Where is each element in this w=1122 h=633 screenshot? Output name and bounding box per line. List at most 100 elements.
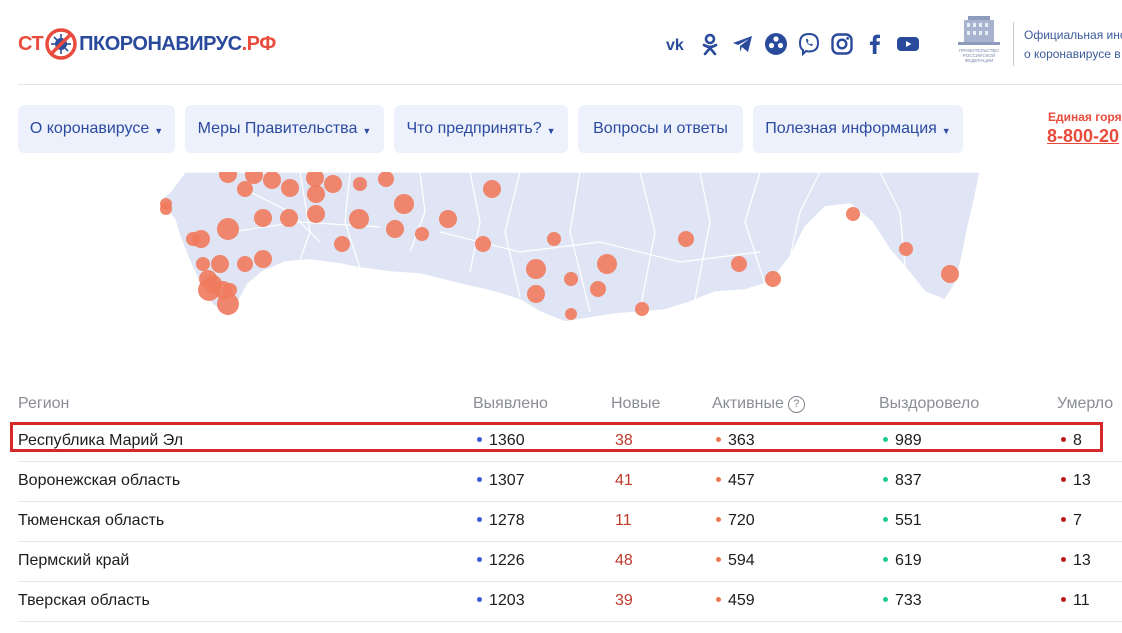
site-logo[interactable]: СТ ПКОРОНАВИРУС .РФ — [18, 27, 276, 61]
map-bubble[interactable] — [306, 172, 324, 187]
telegram-icon[interactable] — [730, 31, 756, 57]
map-bubble[interactable] — [263, 172, 281, 189]
map-bubble[interactable] — [217, 218, 239, 240]
map-bubble[interactable] — [324, 175, 342, 193]
map-bubble[interactable] — [565, 308, 577, 320]
column-header-deaths[interactable]: Умерло — [1057, 395, 1114, 412]
map-bubble[interactable] — [635, 302, 649, 316]
nav-label: О коронавирусе — [29, 120, 150, 137]
map-bubble[interactable] — [254, 209, 272, 227]
map-bubble[interactable] — [439, 210, 457, 228]
cell-region-value: Тюменская область — [18, 512, 165, 529]
map-bubble[interactable] — [527, 285, 545, 303]
infection-map[interactable] — [0, 172, 1122, 347]
map-bubble[interactable] — [564, 272, 578, 286]
column-header-recovered[interactable]: Выздоровело — [879, 395, 980, 412]
status-dot-icon — [883, 477, 888, 482]
vk-icon[interactable]: vk — [664, 31, 690, 57]
map-bubble[interactable] — [281, 179, 299, 197]
table-row[interactable]: Тверская область 1203 39 459 733 11 — [18, 582, 1122, 622]
cell-detected-value: 1360 — [489, 432, 525, 449]
status-dot-icon — [883, 437, 888, 442]
map-bubble[interactable] — [254, 250, 272, 268]
map-bubble[interactable] — [386, 220, 404, 238]
map-bubble[interactable] — [192, 230, 210, 248]
map-bubble[interactable] — [280, 209, 298, 227]
map-bubble[interactable] — [597, 254, 617, 274]
map-bubble[interactable] — [483, 180, 501, 198]
cell-recovered: 733 — [883, 592, 922, 610]
column-header-region[interactable]: Регион — [18, 395, 70, 412]
cell-deaths-value: 7 — [1073, 512, 1082, 529]
nav-useful-info[interactable]: Полезная информация ▼ — [753, 105, 963, 153]
viber-icon[interactable] — [763, 31, 789, 57]
header-divider — [1013, 22, 1014, 66]
cell-new: 38 — [615, 432, 633, 450]
map-bubble[interactable] — [731, 256, 747, 272]
cell-region: Тверская область — [18, 592, 150, 610]
map-bubble[interactable] — [237, 256, 253, 272]
map-bubble[interactable] — [526, 259, 546, 279]
cell-deaths: 7 — [1061, 512, 1082, 530]
map-bubble[interactable] — [198, 279, 220, 301]
cell-deaths-value: 13 — [1073, 552, 1091, 569]
status-dot-icon — [716, 517, 721, 522]
chevron-down-icon: ▼ — [154, 126, 164, 136]
cell-detected-value: 1226 — [489, 552, 525, 569]
youtube-icon[interactable] — [895, 31, 921, 57]
site-header: СТ ПКОРОНАВИРУС .РФ vk — [0, 0, 1122, 85]
map-bubble[interactable] — [547, 232, 561, 246]
map-bubble[interactable] — [334, 236, 350, 252]
map-bubble[interactable] — [307, 185, 325, 203]
status-dot-icon — [883, 597, 888, 602]
cell-deaths-value: 11 — [1073, 592, 1090, 609]
column-header-active[interactable]: Активные? — [712, 395, 805, 413]
map-russia-land — [158, 172, 981, 323]
chevron-down-icon: ▼ — [941, 126, 951, 136]
status-dot-icon — [1061, 517, 1066, 522]
map-bubble[interactable] — [211, 255, 229, 273]
map-bubble[interactable] — [160, 203, 172, 215]
map-bubble[interactable] — [307, 205, 325, 223]
svg-text:ПРАВИТЕЛЬСТВО: ПРАВИТЕЛЬСТВО — [959, 48, 999, 53]
map-bubble[interactable] — [590, 281, 606, 297]
map-bubble[interactable] — [378, 172, 394, 187]
map-bubble[interactable] — [353, 177, 367, 191]
map-bubble[interactable] — [394, 194, 414, 214]
map-bubble[interactable] — [237, 181, 253, 197]
nav-about-coronavirus[interactable]: О коронавирусе ▼ — [18, 105, 175, 153]
cell-deaths: 8 — [1061, 432, 1082, 450]
nav-faq[interactable]: Вопросы и ответы — [578, 105, 743, 153]
map-bubble[interactable] — [219, 172, 237, 183]
table-row[interactable]: Республика Марий Эл 1360 38 363 989 8 — [18, 422, 1122, 462]
map-bubble[interactable] — [765, 271, 781, 287]
cell-deaths: 13 — [1061, 472, 1091, 490]
viber-icon[interactable] — [796, 31, 822, 57]
help-icon[interactable]: ? — [787, 396, 805, 413]
map-bubble[interactable] — [245, 172, 263, 184]
map-bubble[interactable] — [899, 242, 913, 256]
column-header-detected[interactable]: Выявлено — [473, 395, 548, 412]
odnoklassniki-icon[interactable] — [697, 31, 723, 57]
table-row[interactable]: Пермский край 1226 48 594 619 13 — [18, 542, 1122, 582]
map-bubble[interactable] — [349, 209, 369, 229]
map-bubble[interactable] — [846, 207, 860, 221]
map-bubble[interactable] — [196, 257, 210, 271]
map-bubble[interactable] — [415, 227, 429, 241]
hotline-phone-link[interactable]: 8-800-20 — [1047, 126, 1120, 146]
map-bubble[interactable] — [217, 293, 239, 315]
table-row[interactable]: Тюменская область 1278 11 720 551 7 — [18, 502, 1122, 542]
facebook-icon[interactable] — [862, 31, 888, 57]
map-bubble[interactable] — [475, 236, 491, 252]
instagram-icon[interactable] — [829, 31, 855, 57]
table-row[interactable]: Воронежская область 1307 41 457 837 13 — [18, 462, 1122, 502]
column-header-new[interactable]: Новые — [611, 395, 661, 412]
nav-what-to-do[interactable]: Что предпринять? ▼ — [394, 105, 568, 153]
map-bubble[interactable] — [941, 265, 959, 283]
gov-info-text[interactable]: Официальная инс о коронавирусе в — [1024, 26, 1122, 64]
cell-active: 594 — [716, 552, 755, 570]
map-bubble[interactable] — [678, 231, 694, 247]
nav-government-measures[interactable]: Меры Правительства ▼ — [185, 105, 384, 153]
cell-recovered: 837 — [883, 472, 922, 490]
